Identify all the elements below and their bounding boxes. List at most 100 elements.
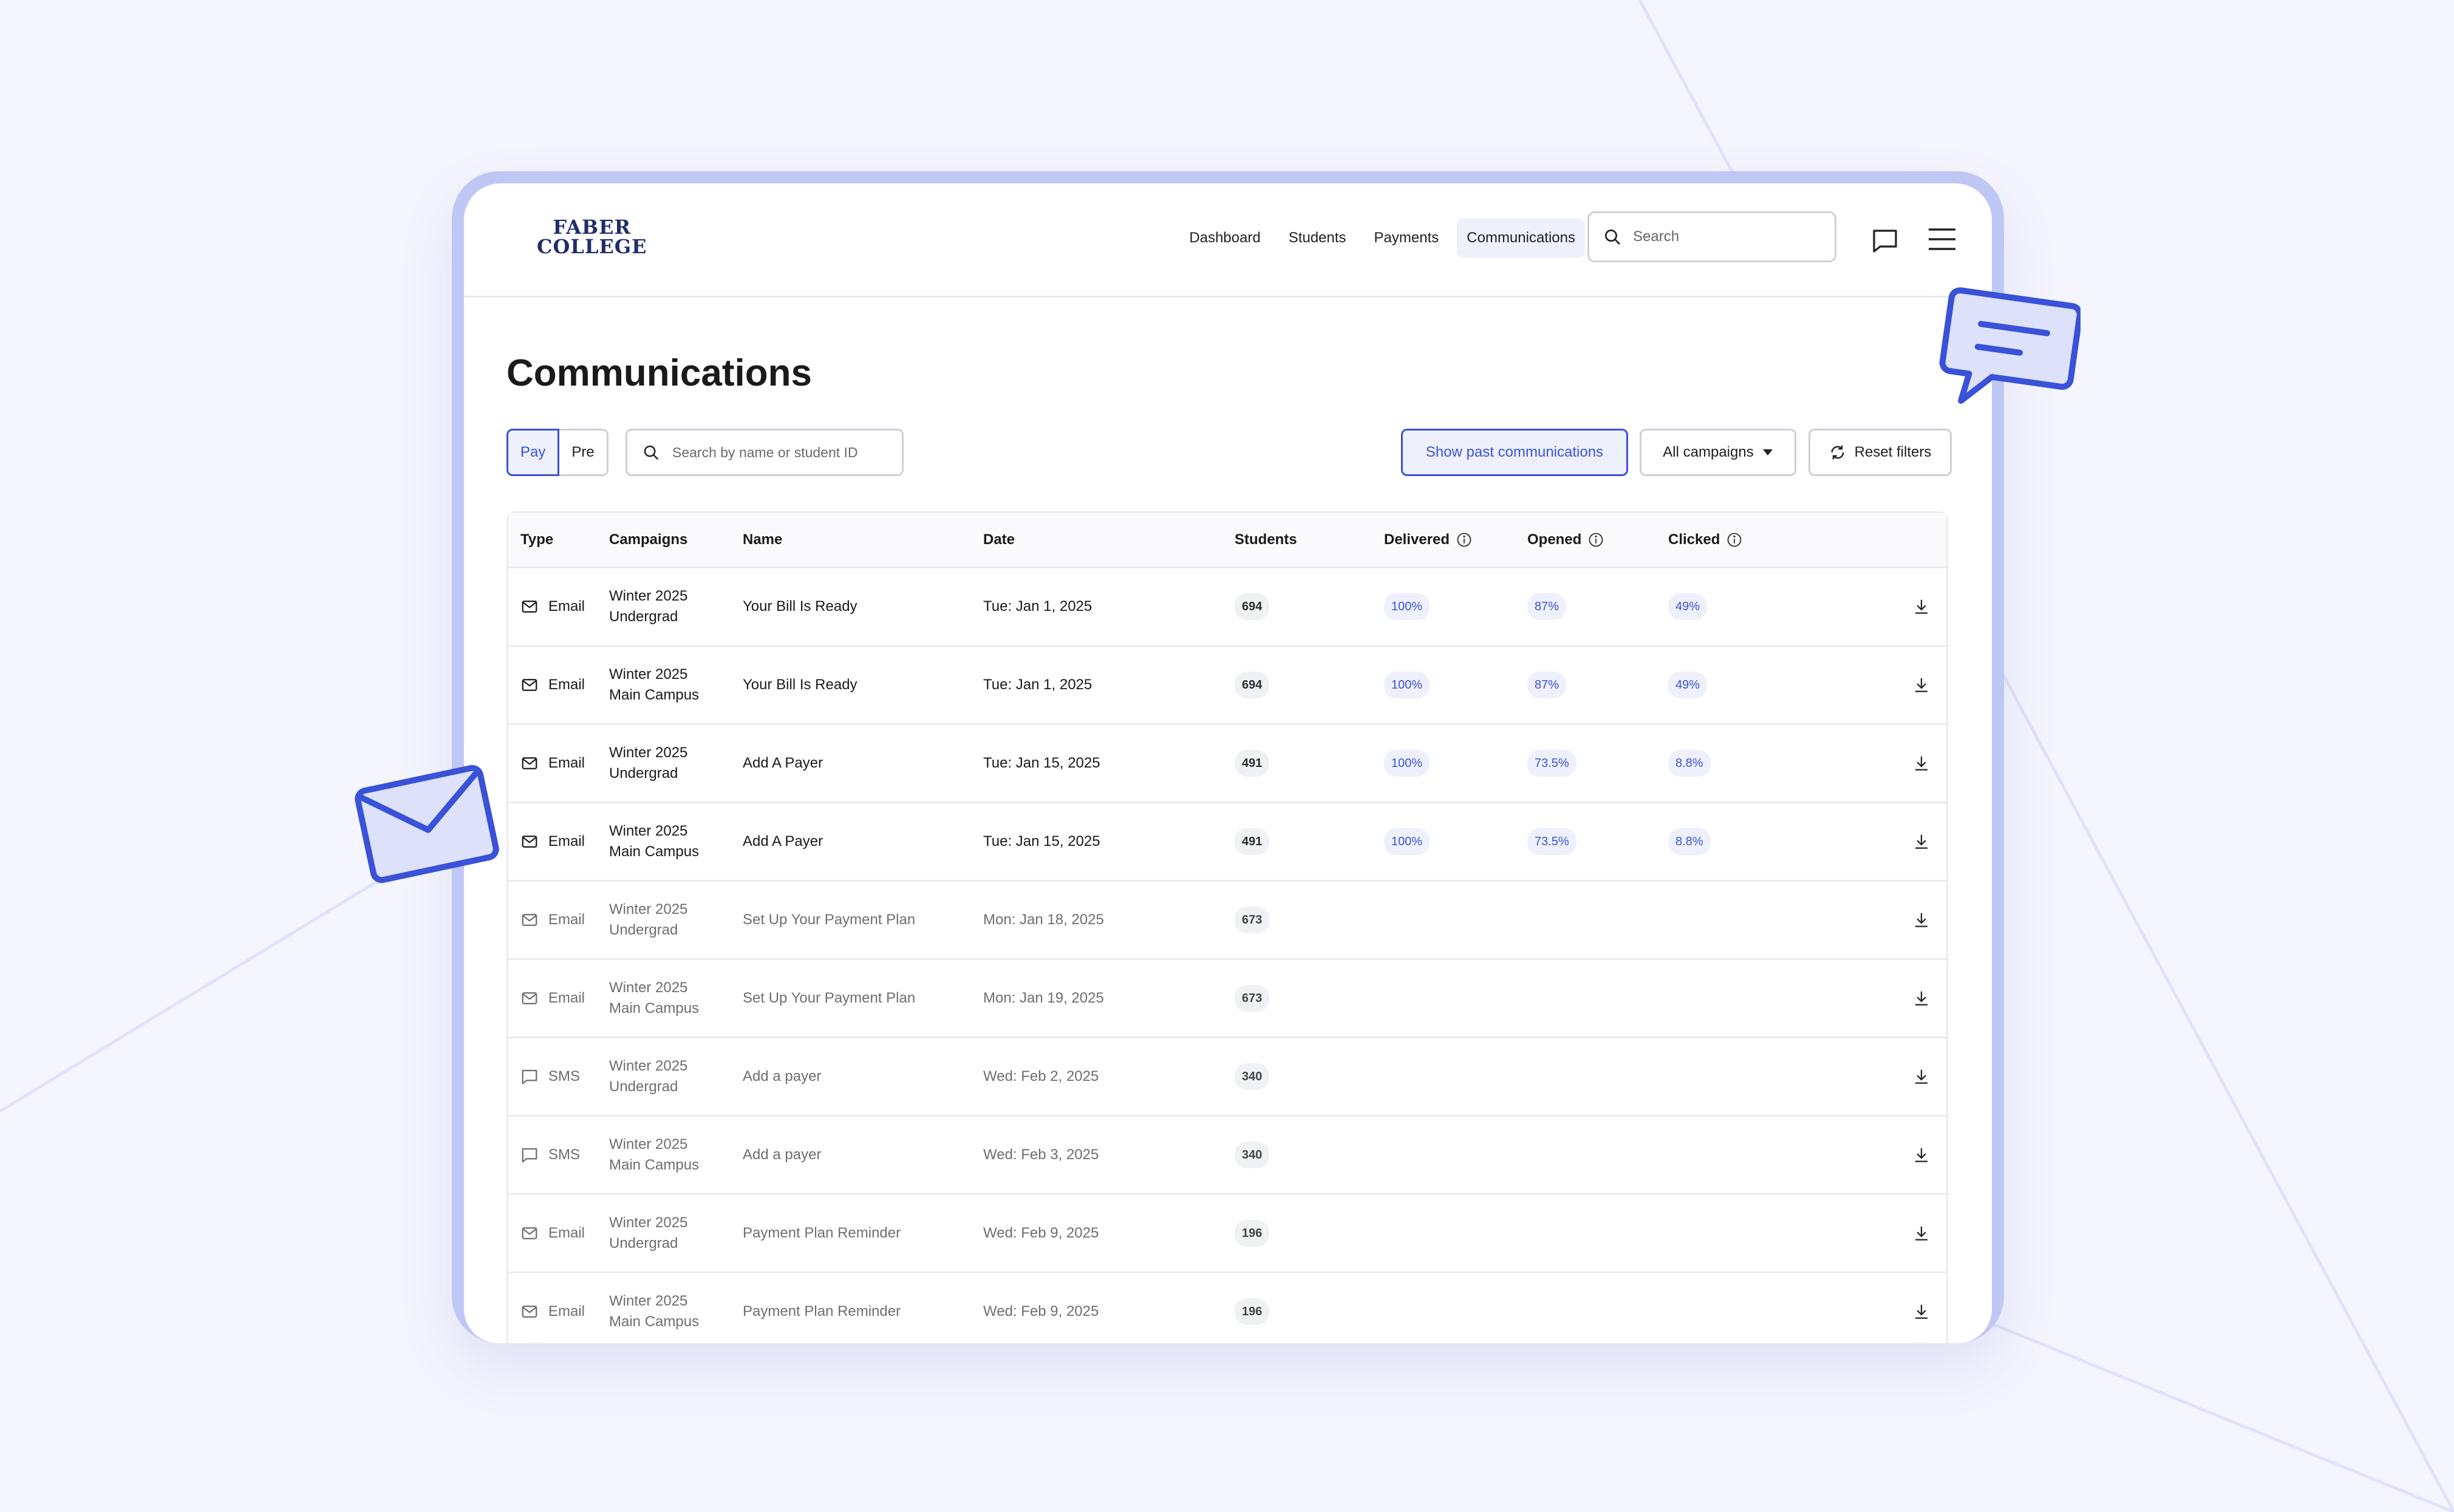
download-icon[interactable] — [1912, 754, 1931, 772]
campaign-cell: Winter 2025 Undergrad — [609, 586, 743, 627]
name-cell: Add a payer — [743, 1146, 822, 1163]
table-row[interactable]: Email Winter 2025 Undergrad Payment Plan Re… — [508, 1195, 1946, 1273]
delivered-value: 100% — [1384, 828, 1430, 855]
delivered-value: 100% — [1384, 750, 1430, 777]
download-cell — [1877, 911, 1946, 929]
all-campaigns-dropdown[interactable]: All campaigns — [1640, 429, 1796, 476]
download-icon[interactable] — [1912, 1068, 1931, 1086]
campaign-cell: Winter 2025 Undergrad — [609, 743, 743, 784]
clicked-cell: 49% — [1668, 593, 1877, 620]
type-label: Email — [548, 755, 585, 771]
campaign-group: Undergrad — [609, 922, 678, 938]
col-type[interactable]: Type — [520, 531, 554, 548]
sms-bubble-icon — [522, 1148, 537, 1163]
filter-toolbar: Pay Pre Search by name or student ID Sho… — [506, 429, 1952, 477]
students-cell: 673 — [1235, 985, 1384, 1012]
opened-cell: 87% — [1527, 672, 1668, 698]
name-cell: Set Up Your Payment Plan — [743, 911, 916, 928]
nav-dashboard[interactable]: Dashboard — [1189, 230, 1261, 246]
col-opened-label: Opened — [1527, 531, 1582, 548]
student-search-input[interactable]: Search by name or student ID — [625, 429, 904, 476]
students-count: 491 — [1235, 828, 1270, 855]
nav-students[interactable]: Students — [1288, 230, 1346, 246]
mail-icon — [522, 1227, 537, 1239]
download-icon[interactable] — [1912, 911, 1931, 929]
col-clicked-label: Clicked — [1668, 531, 1720, 548]
table-row[interactable]: Email Winter 2025 Main Campus Your Bill Is … — [508, 647, 1946, 725]
students-cell: 196 — [1235, 1220, 1384, 1247]
download-icon[interactable] — [1912, 1303, 1931, 1321]
main-nav: Dashboard Students Payments Communicatio… — [1179, 219, 1585, 257]
col-name[interactable]: Name — [743, 531, 783, 548]
campaign-group: Main Campus — [609, 1000, 700, 1017]
table-row[interactable]: SMS Winter 2025 Main Campus Add a payer Wed:… — [508, 1117, 1946, 1195]
toggle-pre[interactable]: Pre — [559, 429, 608, 476]
campaign-cell: Winter 2025 Main Campus — [609, 664, 743, 706]
download-icon[interactable] — [1912, 989, 1931, 1007]
student-search-placeholder: Search by name or student ID — [672, 444, 858, 460]
table-row[interactable]: SMS Winter 2025 Undergrad Add a payer Wed: F… — [508, 1038, 1946, 1117]
students-cell: 491 — [1235, 750, 1384, 777]
table-body: Email Winter 2025 Undergrad Your Bill Is Re… — [508, 568, 1946, 1343]
campaign-term: Winter 2025 — [609, 1293, 688, 1309]
nav-payments[interactable]: Payments — [1374, 230, 1439, 246]
date-cell: Tue: Jan 1, 2025 — [983, 676, 1092, 693]
clicked-cell: 49% — [1668, 672, 1877, 698]
toggle-pay[interactable]: Pay — [506, 429, 560, 476]
info-icon[interactable] — [1456, 531, 1473, 548]
date-cell: Mon: Jan 18, 2025 — [983, 911, 1104, 928]
students-cell: 340 — [1235, 1142, 1384, 1168]
col-opened[interactable]: Opened — [1527, 531, 1668, 548]
reset-filters-button[interactable]: Reset filters — [1808, 429, 1952, 476]
col-date[interactable]: Date — [983, 531, 1015, 548]
students-count: 694 — [1235, 593, 1270, 620]
nav-communications[interactable]: Communications — [1457, 219, 1585, 257]
campaign-cell: Winter 2025 Undergrad — [609, 1213, 743, 1254]
hamburger-menu-icon[interactable] — [1927, 227, 1957, 251]
download-icon[interactable] — [1912, 598, 1931, 616]
campaign-group: Undergrad — [609, 1078, 678, 1095]
table-row[interactable]: Email Winter 2025 Main Campus Payment Plan … — [508, 1273, 1946, 1343]
download-icon[interactable] — [1912, 1146, 1931, 1164]
table-row[interactable]: Email Winter 2025 Main Campus Add A Payer Tu… — [508, 803, 1946, 882]
campaign-term: Winter 2025 — [609, 823, 688, 839]
info-icon[interactable] — [1726, 531, 1743, 548]
download-cell — [1877, 833, 1946, 851]
download-cell — [1877, 989, 1946, 1007]
type-cell: Email — [508, 1223, 609, 1244]
col-campaigns[interactable]: Campaigns — [609, 531, 688, 548]
campaign-term: Winter 2025 — [609, 901, 688, 918]
type-label: Email — [548, 833, 585, 850]
search-icon — [1605, 230, 1620, 245]
campaign-group: Undergrad — [609, 1235, 678, 1251]
table-row[interactable]: Email Winter 2025 Undergrad Add A Payer Tue:… — [508, 725, 1946, 803]
main-content: Communications Pay Pre Search by name or… — [464, 352, 1992, 1343]
download-icon[interactable] — [1912, 676, 1931, 694]
table-row[interactable]: Email Winter 2025 Undergrad Your Bill Is Re… — [508, 568, 1946, 647]
name-cell: Add A Payer — [743, 833, 823, 850]
col-students[interactable]: Students — [1235, 531, 1297, 548]
header-search-input[interactable]: Search — [1587, 211, 1836, 262]
sms-bubble-icon — [522, 1069, 537, 1085]
date-cell: Wed: Feb 3, 2025 — [983, 1146, 1099, 1163]
info-icon[interactable] — [1587, 531, 1604, 548]
faber-college-logo[interactable]: FABER COLLEGE — [537, 217, 647, 256]
type-cell: Email — [508, 831, 609, 852]
download-icon[interactable] — [1912, 833, 1931, 851]
type-cell: Email — [508, 596, 609, 617]
table-row[interactable]: Email Winter 2025 Undergrad Set Up Your Pay… — [508, 882, 1946, 960]
date-cell: Tue: Jan 1, 2025 — [983, 598, 1092, 615]
type-cell: Email — [508, 1301, 609, 1322]
chat-icon[interactable] — [1870, 226, 1900, 255]
date-cell: Tue: Jan 15, 2025 — [983, 755, 1100, 771]
logo-line-1: FABER — [553, 216, 632, 239]
col-clicked[interactable]: Clicked — [1668, 531, 1877, 548]
top-navigation-bar: FABER COLLEGE Dashboard Students Payment… — [464, 183, 1992, 298]
show-past-communications-button[interactable]: Show past communications — [1401, 429, 1628, 476]
col-delivered[interactable]: Delivered — [1384, 531, 1527, 548]
students-cell: 694 — [1235, 593, 1384, 620]
table-row[interactable]: Email Winter 2025 Main Campus Set Up Your P… — [508, 960, 1946, 1038]
students-count: 673 — [1235, 985, 1270, 1012]
floating-chat-bubble-icon — [1939, 287, 2081, 404]
download-icon[interactable] — [1912, 1224, 1931, 1242]
